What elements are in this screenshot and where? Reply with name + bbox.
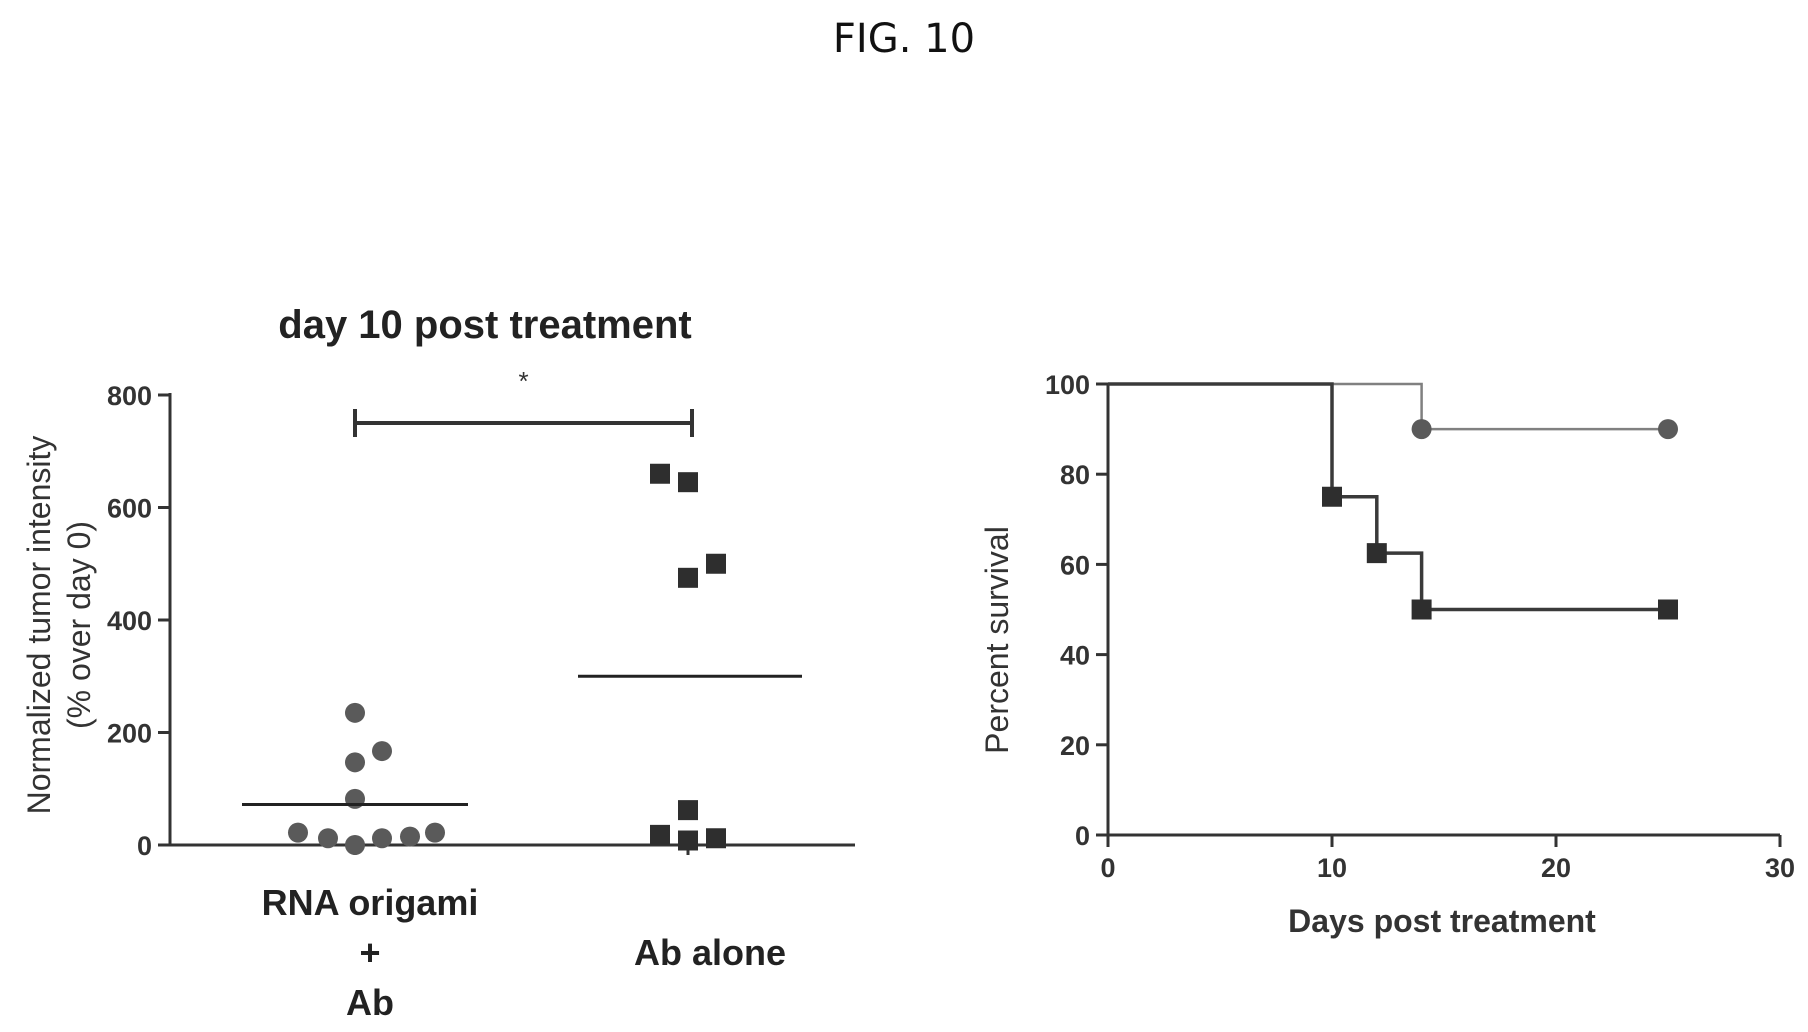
- scatter-category-label: Ab alone: [634, 932, 786, 973]
- scatter-point-circle: [425, 822, 445, 843]
- survival-point-square: [1658, 599, 1678, 620]
- scatter-y-tick-label: 800: [107, 381, 152, 411]
- scatter-point-square: [706, 828, 726, 849]
- survival-y-tick-label: 60: [1060, 550, 1090, 580]
- survival-y-tick-label: 40: [1060, 641, 1090, 671]
- scatter-point-square: [678, 567, 698, 588]
- scatter-point-circle: [345, 752, 365, 773]
- survival-line-square: [1108, 382, 1668, 612]
- scatter-ylabel-line1: Normalized tumor intensity: [21, 436, 57, 815]
- scatter-point-square: [678, 472, 698, 493]
- survival-x-tick-label: 30: [1765, 853, 1795, 883]
- scatter-category-label: Ab: [346, 982, 394, 1023]
- survival-x-tick-label: 0: [1100, 853, 1115, 883]
- survival-y-tick-label: 20: [1060, 731, 1090, 761]
- survival-point-square: [1322, 486, 1342, 507]
- survival-y-tick-label: 80: [1060, 460, 1090, 490]
- scatter-point-square: [650, 824, 670, 845]
- survival-point-square: [1366, 543, 1387, 564]
- scatter-point-square: [706, 553, 726, 574]
- scatter-category-label: +: [359, 932, 380, 973]
- scatter-point-circle: [372, 741, 392, 762]
- scatter-point-square: [678, 800, 698, 821]
- survival-point-circle: [1411, 419, 1432, 440]
- survival-y-tick-label: 0: [1075, 821, 1090, 851]
- survival-point-square: [1411, 599, 1432, 620]
- scatter-chart: 0 200 400 600 800 RNA origami + Ab Ab alone *: [107, 366, 855, 1023]
- significance-label: *: [518, 366, 528, 396]
- survival-xlabel: Days post treatment: [1288, 903, 1596, 939]
- survival-x-tick-label: 10: [1317, 853, 1347, 883]
- scatter-point-circle: [400, 826, 420, 847]
- survival-chart: 0 20 40 60 80 100 0 10 20 30: [1045, 370, 1795, 883]
- scatter-point-circle: [345, 702, 365, 723]
- scatter-category-label: RNA origami: [262, 882, 479, 923]
- scatter-y-tick-label: 400: [107, 606, 152, 636]
- scatter-point-square: [678, 830, 698, 851]
- survival-line-circle: [1108, 382, 1668, 431]
- scatter-point-circle: [318, 828, 338, 849]
- scatter-ylabel-line2: (% over day 0): [61, 521, 97, 729]
- survival-point-circle: [1658, 419, 1678, 440]
- scatter-point-square: [650, 463, 670, 484]
- scatter-y-tick-label: 200: [107, 719, 152, 749]
- scatter-point-circle: [372, 828, 392, 849]
- survival-x-tick-label: 20: [1541, 853, 1571, 883]
- scatter-y-tick-label: 0: [137, 831, 152, 861]
- scatter-title: day 10 post treatment: [278, 303, 691, 347]
- scatter-point-circle: [288, 822, 308, 843]
- survival-ylabel: Percent survival: [979, 526, 1015, 754]
- survival-y-tick-label: 100: [1045, 370, 1090, 400]
- figure-label: FIG. 10: [833, 16, 975, 62]
- scatter-point-circle: [345, 835, 365, 855]
- scatter-y-tick-label: 600: [107, 494, 152, 524]
